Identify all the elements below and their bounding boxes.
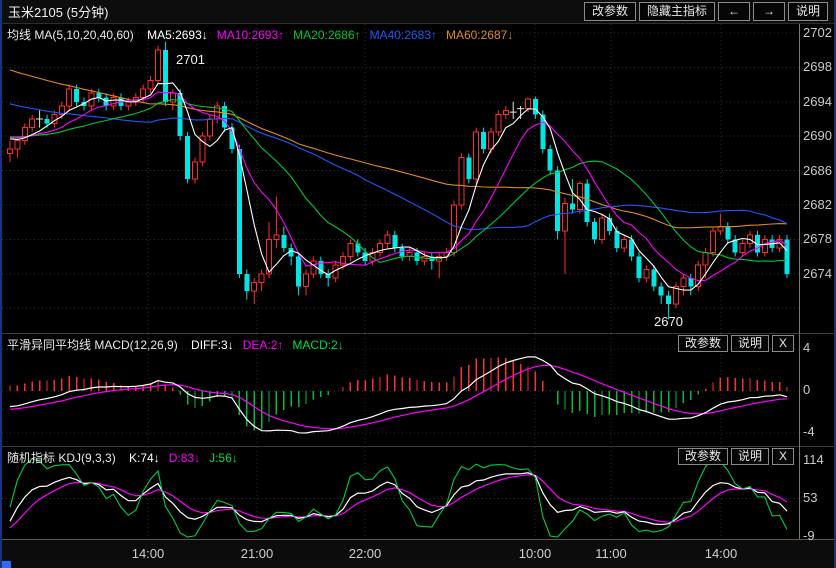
diff-legend-value: DIFF:3↓ (191, 338, 234, 352)
time-tick-label: 14:00 (131, 546, 165, 561)
time-tick-label: 10:00 (518, 546, 552, 561)
kdj-panel-buttons: 改参数 说明 X (678, 448, 795, 465)
main-chart-panel: 2701 2670 均线 MA(5,10,20,40,60) MA5:2693↓ M… (2, 24, 834, 333)
ma60-legend-value: MA60:2687↓ (445, 28, 514, 42)
kdj-legend: 随机指标 KDJ(9,3,3) K:74↓ D:83↓ J:56↓ (7, 449, 247, 466)
price-annotation: 2670 (654, 314, 683, 329)
axis-tick-label: -9 (803, 528, 815, 543)
ma-legend: 均线 MA(5,10,20,40,60) MA5:2693↓ MA10:2693↑… (7, 26, 522, 43)
axis-tick-label: 2682 (803, 197, 832, 212)
macd-legend: 平滑异同平均线 MACD(12,26,9) DIFF:3↓ DEA:2↑ MACD:… (7, 336, 353, 353)
time-tick-label: 21:00 (240, 546, 274, 561)
axis-tick-label: 2674 (803, 265, 832, 281)
edit-params-button[interactable]: 改参数 (583, 2, 636, 21)
dea-legend-value: DEA:2↑ (242, 338, 284, 352)
axis-tick-label: 2690 (803, 128, 832, 144)
time-tick-label: 14:00 (704, 546, 738, 561)
kdj-panel: 随机指标 KDJ(9,3,3) K:74↓ D:83↓ J:56↓ 改参数 说明 X (2, 446, 834, 540)
k-legend-value: K:74↓ (129, 451, 160, 465)
macd-help-button[interactable]: 说明 (731, 335, 770, 352)
ma-legend-prefix: 均线 MA(5,10,20,40,60) (7, 28, 134, 42)
ma20-legend-value: MA20:2686↑ (293, 28, 361, 42)
axis-tick-label: 4 (803, 339, 811, 355)
ma40-legend-value: MA40:2683↑ (369, 28, 437, 42)
kdj-help-button[interactable]: 说明 (731, 448, 770, 465)
j-legend-value: J:56↓ (209, 451, 238, 465)
time-tick-label: 11:00 (595, 546, 627, 561)
price-axis: 2702 2698 2694 2690 2686 2682 2678 2674 4 0 -4 114 5… (801, 0, 834, 568)
axis-tick-label: 2698 (803, 59, 832, 75)
help-button[interactable]: 说明 (787, 2, 828, 21)
kdj-close-button[interactable]: X (772, 448, 795, 465)
arrow-right-button[interactable]: → (752, 2, 785, 21)
time-axis: 14:00 21:00 22:00 10:00 11:00 14:00 (2, 539, 834, 568)
ma5-legend-value: MA5:2693↓ (147, 28, 208, 42)
kdj-chart-canvas[interactable] (2, 447, 799, 540)
macd-panel-buttons: 改参数 说明 X (678, 335, 795, 352)
axis-tick-label: -4 (803, 424, 815, 440)
macd-edit-params-button[interactable]: 改参数 (678, 335, 729, 352)
axis-tick-label: 2702 (803, 25, 832, 40)
corner-mark-icon (2, 561, 11, 568)
arrow-left-button[interactable]: ← (717, 2, 750, 21)
axis-tick-label: 2694 (803, 93, 832, 109)
d-legend-value: D:83↓ (168, 451, 201, 465)
contract-title: 玉米2105 (5分钟) (8, 5, 109, 20)
macd-close-button[interactable]: X (772, 335, 795, 352)
kdj-legend-prefix: 随机指标 KDJ(9,3,3) (7, 451, 116, 465)
price-annotation: 2701 (176, 52, 205, 67)
macd-panel: 平滑异同平均线 MACD(12,26,9) DIFF:3↓ DEA:2↑ MACD:… (2, 333, 834, 447)
time-tick-label: 22:00 (348, 546, 382, 561)
kdj-edit-params-button[interactable]: 改参数 (678, 448, 729, 465)
price-axis-line (799, 24, 800, 539)
ma10-legend-value: MA10:2693↑ (216, 28, 285, 42)
axis-tick-label: 2686 (803, 162, 832, 178)
macd-legend-prefix: 平滑异同平均线 MACD(12,26,9) (7, 338, 178, 352)
axis-tick-label: 53 (803, 489, 818, 505)
axis-tick-label: 2678 (803, 231, 832, 247)
hide-main-indicator-button[interactable]: 隐藏主指标 (638, 2, 715, 21)
axis-tick-label: 114 (803, 452, 824, 467)
axis-tick-label: 0 (803, 382, 811, 397)
macd-chart-canvas[interactable] (2, 334, 799, 447)
main-chart-canvas[interactable]: 2701 2670 (2, 24, 799, 333)
topbar-buttons: 改参数 隐藏主指标 ← → 说明 (583, 2, 828, 21)
macd-legend-value: MACD:2↓ (292, 338, 344, 352)
title-bar: 玉米2105 (5分钟) 改参数 隐藏主指标 ← → 说明 (2, 0, 834, 24)
